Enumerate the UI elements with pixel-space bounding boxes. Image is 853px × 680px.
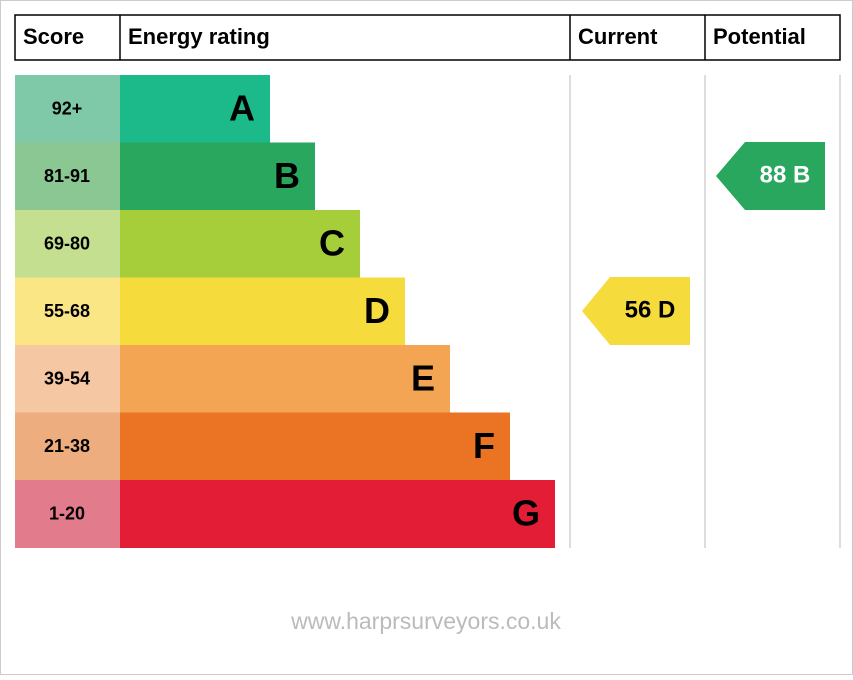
score-cell [15, 210, 120, 278]
current-rating: 56 D [625, 296, 676, 323]
score-label: 1-20 [49, 504, 85, 524]
score-label: 81-91 [44, 166, 90, 186]
header-cell: Potential [713, 24, 806, 49]
current-arrow [582, 277, 690, 345]
score-label: 39-54 [44, 369, 90, 389]
rating-bar [120, 277, 405, 346]
rating-bar [120, 142, 315, 211]
header-cell: Current [578, 24, 658, 49]
potential-arrow [716, 142, 825, 210]
bands: 92+ A 81-91 B 69-80 C 55-68 D 39-54 E 21-38 F 1-20 G [15, 75, 555, 548]
score-label: 21-38 [44, 436, 90, 456]
score-cell [15, 277, 120, 346]
header-cell: Energy rating [128, 24, 270, 49]
band-letter: C [319, 222, 345, 263]
header-cell: Score [23, 24, 84, 49]
score-label: 69-80 [44, 234, 90, 254]
score-cell [15, 480, 120, 548]
rating-bar [120, 210, 360, 278]
score-label: 92+ [52, 99, 83, 119]
band-letter: F [473, 425, 495, 466]
band-letter: D [364, 290, 390, 331]
band-letter: A [229, 87, 255, 128]
band-letter: E [411, 357, 435, 398]
footer-url: www.harprsurveyors.co.uk [290, 608, 561, 634]
score-cell [15, 142, 120, 211]
score-cell [15, 345, 120, 413]
rating-bar [120, 412, 510, 481]
score-cell [15, 75, 120, 143]
score-cell [15, 412, 120, 481]
potential-rating: 88 B [760, 161, 811, 188]
rating-bar [120, 480, 555, 548]
score-label: 55-68 [44, 301, 90, 321]
rating-bar [120, 75, 270, 143]
band-letter: G [512, 492, 540, 533]
header-box [14, 14, 841, 61]
rating-bar [120, 345, 450, 413]
band-letter: B [274, 155, 300, 196]
